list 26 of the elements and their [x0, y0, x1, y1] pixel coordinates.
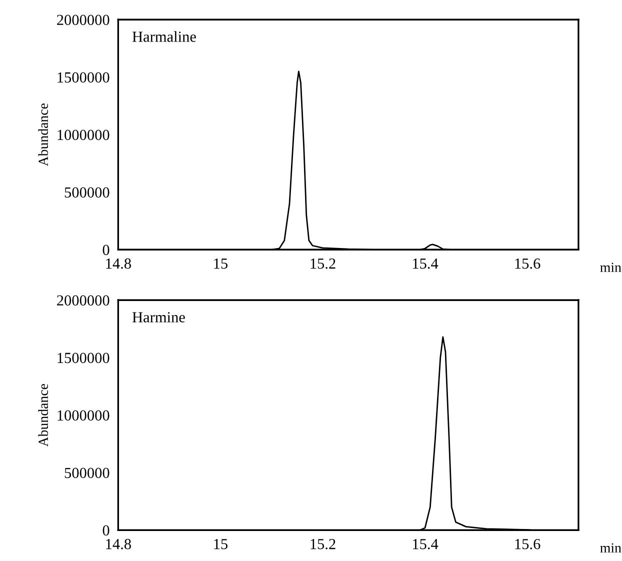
y-tick-label: 500000: [64, 187, 110, 198]
x-tick-label: 15.2: [310, 538, 336, 550]
y-tick-label: 1000000: [58, 410, 110, 421]
y-tick-label: 1500000: [58, 72, 110, 83]
x-tick-label: 14.8: [106, 258, 131, 269]
y-tick-label: 0: [102, 525, 110, 536]
x-tick-label: 15.4: [413, 258, 438, 269]
x-tick-label: 15.6: [515, 258, 540, 269]
y-tick-label: 2000000: [57, 295, 110, 306]
x-tick-label: 15: [214, 258, 228, 269]
y-tick-label: 0: [102, 244, 110, 256]
x-axis-title: min: [600, 543, 622, 552]
y-axis-title: Abundance: [38, 384, 48, 447]
x-tick-label: 14.8: [106, 538, 131, 550]
x-axis-title: min: [600, 262, 622, 272]
x-tick-label: 15.6: [515, 538, 540, 550]
x-tick-label: 15.4: [413, 538, 438, 550]
y-tick-label: 1500000: [58, 352, 110, 364]
x-tick-label: 15.2: [310, 258, 336, 269]
y-tick-label: 500000: [64, 468, 110, 478]
y-tick-label: 2000000: [57, 14, 110, 26]
text: Harmine: [132, 312, 185, 322]
y-tick-label: 1000000: [58, 130, 110, 140]
x-tick-label: 15: [214, 538, 228, 550]
text: Harmaline: [132, 31, 196, 42]
y-axis-title: Abundance: [38, 104, 48, 166]
